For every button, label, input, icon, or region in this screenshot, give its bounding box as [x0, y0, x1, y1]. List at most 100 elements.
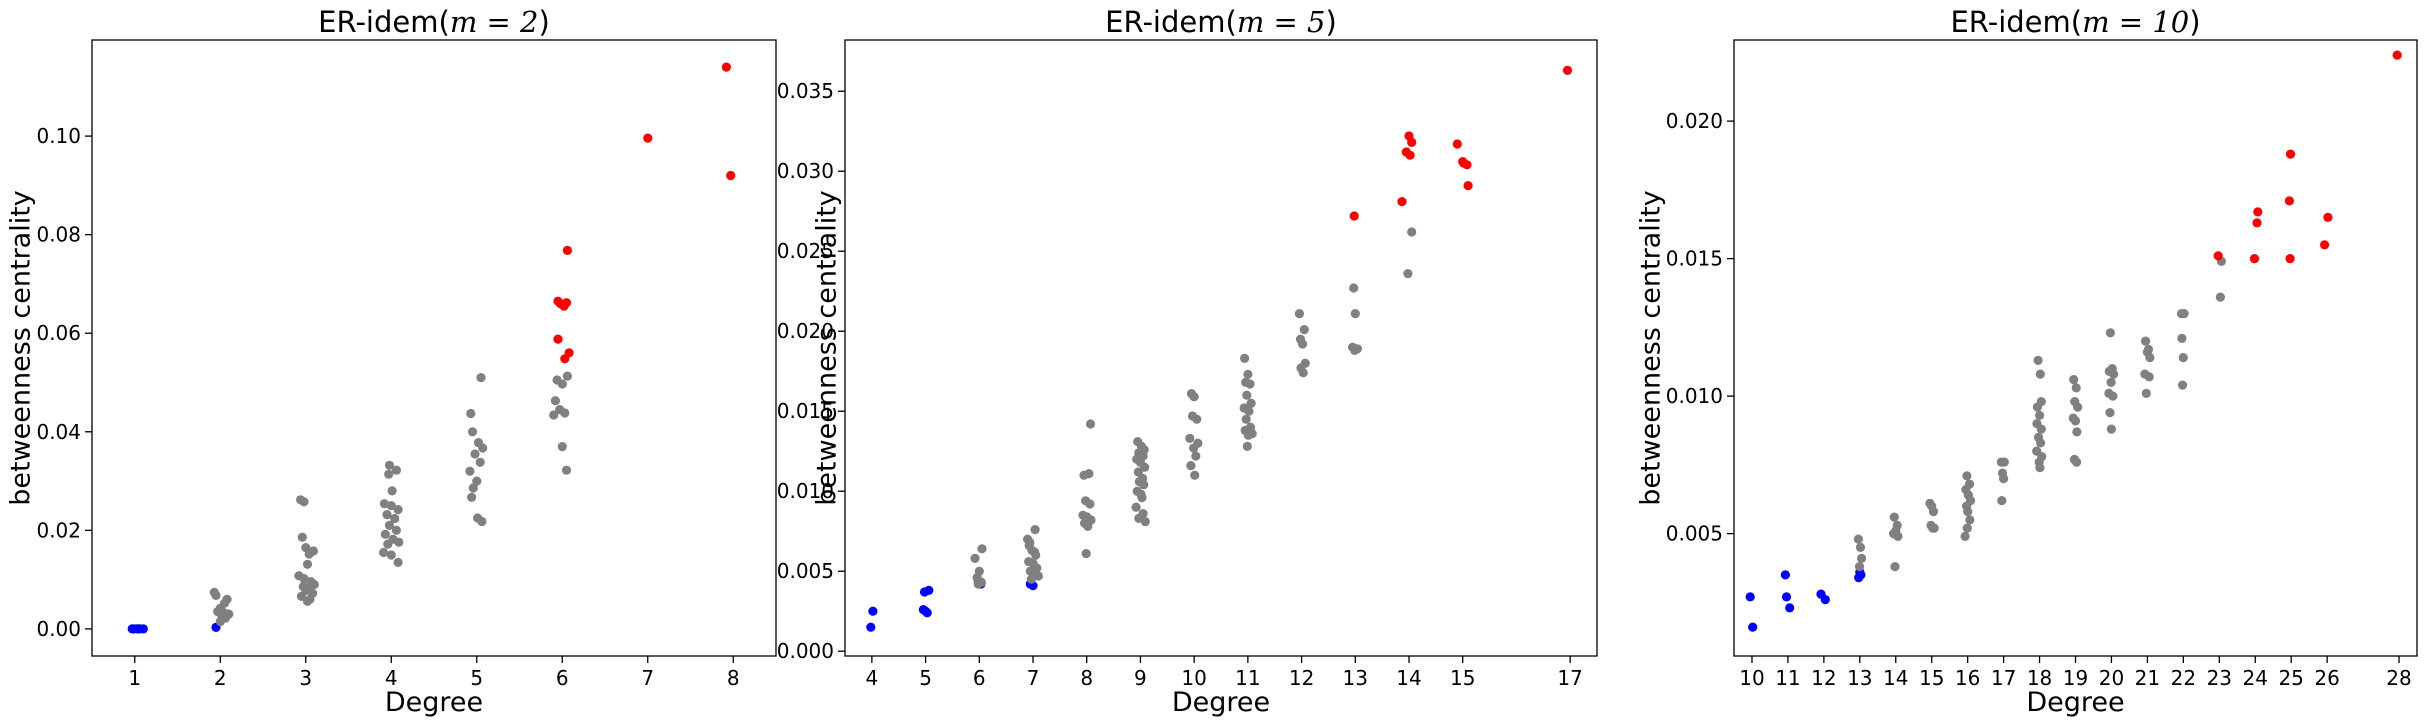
data-point-mid: [1857, 553, 1867, 564]
data-point-mid: [1963, 507, 1973, 517]
x-tick-label: 26: [2314, 666, 2339, 690]
data-point-mid: [1243, 430, 1253, 440]
data-point-high: [1458, 157, 1468, 167]
data-point-mid: [1191, 451, 1201, 461]
data-point-mid: [304, 549, 314, 559]
data-point-mid: [297, 532, 307, 542]
y-tick-label: 0.00: [36, 617, 81, 641]
x-tick-label: 25: [2278, 666, 2303, 690]
x-tick-label: 12: [1289, 666, 1314, 690]
x-tick-label: 7: [641, 666, 654, 690]
data-point-mid: [219, 598, 230, 608]
data-point-mid: [1299, 325, 1309, 335]
x-tick-label: 16: [1955, 666, 1980, 690]
data-point-high: [1562, 65, 1573, 75]
x-tick-label: 8: [727, 666, 740, 690]
chart-title: ER-idem(m = 2): [318, 5, 550, 39]
data-point-high: [2392, 50, 2402, 60]
x-tick-label: 4: [865, 666, 878, 690]
y-tick-label: 0.005: [777, 559, 834, 583]
data-point-mid: [467, 492, 477, 502]
x-tick-label: 12: [1811, 666, 1836, 690]
data-point-mid: [1139, 480, 1149, 490]
data-point-mid: [1026, 574, 1036, 584]
data-point-mid: [387, 486, 397, 496]
data-point-mid: [2109, 369, 2119, 379]
data-point-mid: [2036, 438, 2046, 448]
data-point-mid: [557, 379, 567, 389]
x-tick-label: 5: [470, 666, 483, 690]
data-point-low: [1745, 592, 1755, 602]
data-point-mid: [2072, 457, 2082, 467]
data-point-mid: [549, 410, 559, 420]
data-point-mid: [1853, 534, 1863, 544]
data-point-low: [1856, 570, 1866, 580]
data-point-mid: [1960, 531, 1970, 542]
data-point-mid: [299, 574, 309, 584]
data-point-mid: [477, 516, 487, 527]
data-point-low: [1781, 592, 1792, 602]
data-point-high: [553, 334, 563, 344]
data-point-mid: [468, 483, 478, 493]
data-point-mid: [1192, 414, 1202, 424]
data-point-mid: [557, 442, 567, 452]
data-point-mid: [2072, 427, 2082, 437]
x-tick-label: 11: [1235, 666, 1260, 690]
data-point-mid: [302, 596, 313, 606]
data-point-high: [1405, 150, 1415, 160]
chart-panel-2: 4 5 6 7 8 9 10 11 12 13 14 15 17 0.000 0.005 0.010 0.015…: [777, 5, 1598, 718]
x-tick-label: 1: [128, 666, 141, 690]
data-point-mid: [470, 449, 480, 459]
scatter-points: [1745, 50, 2402, 632]
data-point-mid: [1962, 471, 1972, 481]
x-tick-label: 6: [973, 666, 986, 690]
data-point-mid: [1294, 309, 1304, 319]
data-point-mid: [2178, 380, 2188, 390]
x-tick-label: 2: [214, 666, 227, 690]
data-point-mid: [1962, 523, 1972, 533]
data-point-mid: [1030, 547, 1040, 557]
data-point-mid: [1928, 507, 1939, 517]
data-point-mid: [2215, 292, 2225, 302]
data-point-low: [868, 606, 878, 616]
y-tick-label: 0.000: [777, 639, 834, 663]
y-tick-label: 0.10: [36, 124, 81, 148]
x-tick-label: 23: [2207, 666, 2232, 690]
data-point-mid: [1033, 571, 1043, 581]
data-point-mid: [393, 505, 403, 515]
data-point-mid: [2032, 402, 2042, 412]
data-point-mid: [2033, 355, 2043, 365]
data-point-mid: [2178, 353, 2188, 363]
data-point-mid: [550, 396, 561, 406]
data-point-high: [1349, 211, 1359, 221]
data-point-mid: [391, 465, 401, 475]
y-tick-label: 0.02: [36, 518, 81, 542]
data-point-mid: [1185, 433, 1195, 443]
x-tick-label: 3: [299, 666, 312, 690]
data-point-mid: [2073, 402, 2083, 412]
data-point-mid: [386, 550, 396, 560]
data-point-mid: [2106, 377, 2116, 387]
data-point-low: [1820, 595, 1830, 605]
data-point-mid: [384, 460, 395, 470]
x-tick-label: 17: [1991, 666, 2016, 690]
x-axis-label: Degree: [2026, 687, 2124, 718]
x-tick-label: 15: [1919, 666, 1944, 690]
data-point-mid: [1929, 523, 1939, 533]
data-point-mid: [1890, 562, 1900, 572]
data-point-low: [921, 606, 931, 616]
data-point-mid: [2071, 383, 2081, 393]
y-tick-label: 0.04: [36, 420, 81, 444]
data-point-mid: [1243, 369, 1253, 379]
x-axis-label: Degree: [385, 687, 483, 718]
x-tick-label: 24: [2243, 666, 2268, 690]
data-point-mid: [379, 547, 389, 558]
x-tick-label: 13: [1847, 666, 1872, 690]
data-point-high: [2285, 254, 2295, 264]
plot-frame: [1733, 39, 2418, 657]
data-point-mid: [977, 544, 987, 554]
data-point-mid: [560, 408, 570, 418]
data-point-mid: [383, 539, 393, 549]
data-point-mid: [1085, 499, 1095, 509]
